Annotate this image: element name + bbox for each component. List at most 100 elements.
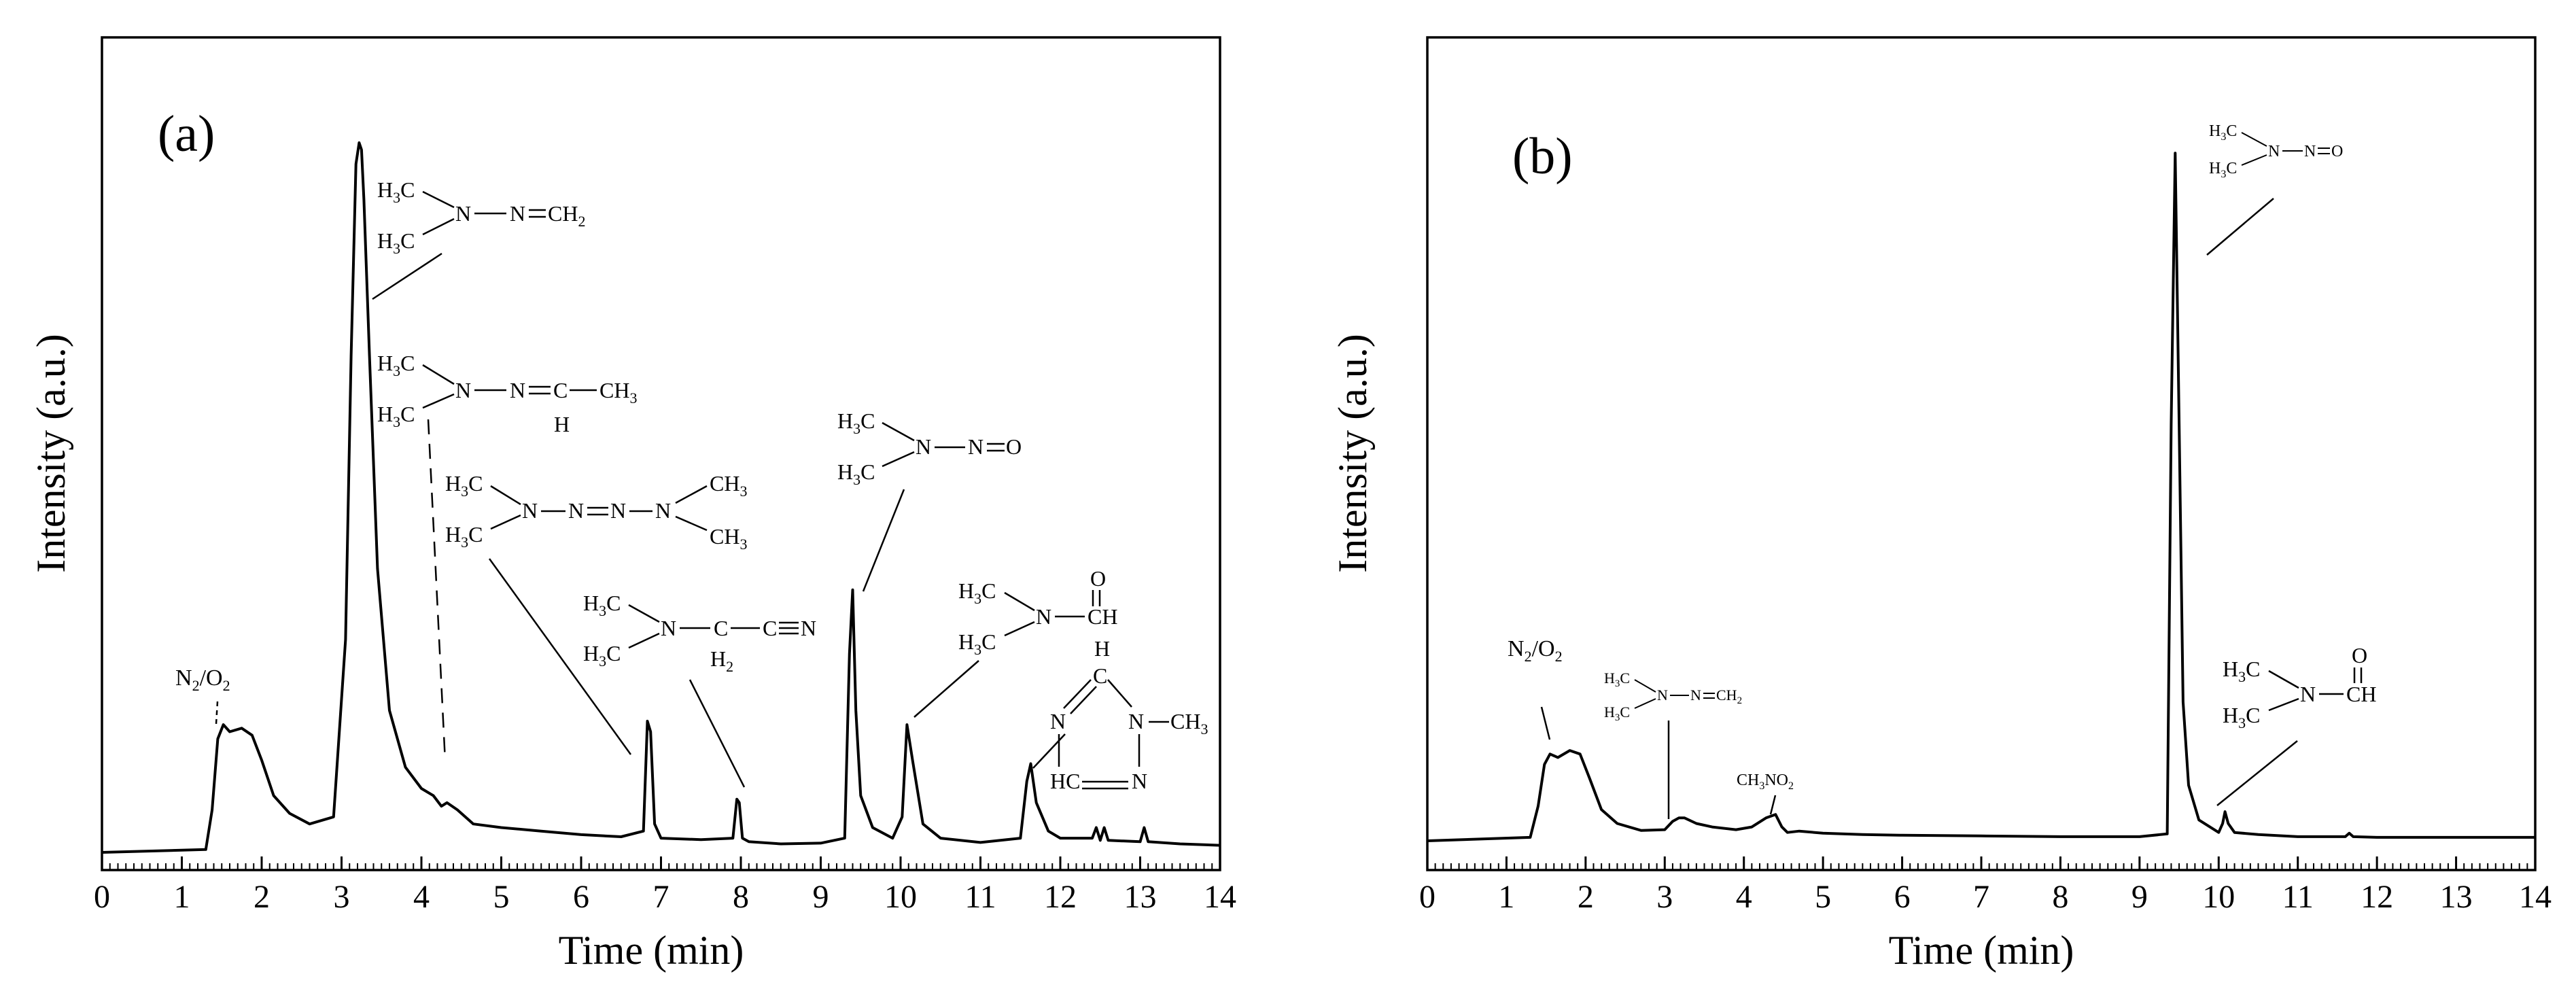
svg-text:N: N: [568, 498, 584, 523]
x-tick-label: 8: [2052, 879, 2068, 915]
svg-text:CH: CH: [1087, 604, 1117, 629]
x-tick-label: 12: [2361, 879, 2393, 915]
svg-text:H: H: [1094, 636, 1110, 661]
svg-text:N: N: [1128, 709, 1144, 733]
panel-b-frame: [1426, 36, 2537, 871]
panel-a-structure-dmf: H3C H3C N CH O H: [958, 566, 1117, 661]
x-tick-label: 12: [1044, 879, 1077, 915]
svg-text:O: O: [2331, 143, 2343, 160]
svg-text:H3C: H3C: [377, 228, 415, 257]
panel-a-structure-tetramethyltetrazene: H3C H3C N N N N CH3 CH3: [445, 471, 747, 553]
svg-text:N: N: [968, 434, 984, 459]
x-tick-label: 8: [733, 879, 749, 915]
x-tick-label: 14: [1204, 879, 1236, 915]
svg-text:N: N: [610, 498, 626, 523]
panel-a: 0 1 2 3 4 5 6 7 8 9 10 11 12 13 14 (a) Time (min) Inte…: [29, 36, 1236, 973]
panel-b-x-axis-title: Time (min): [1889, 928, 2074, 973]
svg-text:O: O: [1090, 566, 1106, 591]
x-tick-label: 2: [254, 879, 270, 915]
panel-b-leader-lines: [1540, 198, 2298, 819]
svg-text:H3C: H3C: [2223, 657, 2260, 685]
svg-text:CH: CH: [2346, 682, 2376, 706]
svg-text:N: N: [661, 616, 676, 640]
svg-text:N: N: [1132, 769, 1147, 793]
svg-text:H3C: H3C: [1604, 704, 1630, 723]
panel-a-structure-ndma: H3C H3C N N O: [837, 409, 1022, 488]
panel-a-structure-dimethylhydrazone-formaldehyde: H3C H3C N N CH2: [377, 177, 585, 257]
svg-text:H3C: H3C: [377, 351, 415, 379]
x-tick-label: 6: [1894, 879, 1911, 915]
x-tick-label: 7: [1973, 879, 1989, 915]
x-tick-label: 13: [1124, 879, 1157, 915]
panel-a-leader-lines: [215, 252, 1066, 788]
x-tick-label: 9: [2131, 879, 2148, 915]
svg-text:H3C: H3C: [583, 641, 621, 670]
x-tick-label: 11: [2282, 879, 2314, 915]
panel-a-x-axis-title: Time (min): [559, 928, 744, 973]
x-tick-label: 3: [1656, 879, 1673, 915]
svg-text:H2: H2: [710, 646, 733, 675]
x-tick-label: 5: [1815, 879, 1831, 915]
panel-b-tick-labels: 0 1 2 3 4 5 6 7 8 9 10 11 12 13 14: [1419, 879, 2552, 915]
svg-text:H3C: H3C: [1604, 670, 1630, 689]
svg-text:H3C: H3C: [377, 177, 415, 206]
svg-text:C: C: [763, 616, 777, 640]
x-tick-label: 1: [1498, 879, 1514, 915]
svg-text:H3C: H3C: [377, 402, 415, 430]
x-tick-label: 10: [884, 879, 917, 915]
panel-b-chromatogram: [1427, 152, 2535, 842]
panel-b-structure-dmf: H3C H3C N CH O: [2223, 643, 2376, 731]
svg-text:HC: HC: [1050, 769, 1080, 793]
x-tick-label: 1: [174, 879, 190, 915]
svg-text:C: C: [553, 378, 568, 402]
panel-a-label: (a): [158, 105, 215, 162]
x-tick-label: 0: [94, 879, 110, 915]
svg-text:C: C: [714, 616, 728, 640]
x-tick-label: 5: [493, 879, 510, 915]
svg-text:H3C: H3C: [2209, 160, 2237, 180]
svg-text:N: N: [655, 498, 671, 523]
panel-b-y-axis-title: Intensity (a.u.): [1330, 334, 1375, 573]
x-tick-label: 10: [2202, 879, 2235, 915]
svg-text:CH3: CH3: [710, 524, 747, 553]
svg-text:H3C: H3C: [958, 629, 996, 658]
svg-text:CH3NO2: CH3NO2: [1737, 771, 1794, 792]
x-tick-label: 6: [573, 879, 589, 915]
svg-text:N: N: [510, 378, 525, 402]
svg-text:N: N: [455, 201, 471, 226]
svg-text:O: O: [2352, 643, 2367, 667]
svg-text:N: N: [801, 616, 816, 640]
panel-b-structure-dimethylhydrazone-formaldehyde: H3C H3C N N CH2: [1604, 670, 1742, 723]
x-tick-label: 11: [964, 879, 996, 915]
svg-text:N: N: [2304, 143, 2316, 160]
x-tick-label: 9: [813, 879, 829, 915]
x-tick-label: 14: [2519, 879, 2552, 915]
x-tick-label: 4: [413, 879, 430, 915]
svg-text:N: N: [916, 434, 931, 459]
svg-text:N: N: [2268, 143, 2280, 160]
svg-text:CH3: CH3: [710, 471, 747, 500]
svg-text:N: N: [1050, 709, 1066, 733]
panel-b-label: (b): [1512, 128, 1573, 185]
x-tick-label: 13: [2440, 879, 2473, 915]
svg-text:N2/O2: N2/O2: [175, 665, 230, 694]
svg-text:N: N: [2300, 682, 2316, 706]
panel-a-structure-dimethylaminoacetonitrile: H3C H3C N C C N H2: [583, 591, 816, 675]
panel-a-tick-labels: 0 1 2 3 4 5 6 7 8 9 10 11 12 13 14: [94, 879, 1236, 915]
panel-a-label-n2-o2: N2/O2: [175, 665, 230, 694]
svg-text:N: N: [510, 201, 525, 226]
panel-a-y-axis-title: Intensity (a.u.): [29, 334, 73, 573]
panel-a-frame: [101, 36, 1221, 871]
svg-text:CH2: CH2: [1716, 687, 1742, 706]
svg-text:N: N: [1657, 687, 1668, 704]
svg-text:CH3: CH3: [599, 378, 637, 406]
svg-text:H3C: H3C: [445, 522, 483, 551]
x-tick-label: 4: [1736, 879, 1752, 915]
x-tick-label: 3: [334, 879, 350, 915]
svg-text:C: C: [1093, 663, 1107, 688]
svg-text:N: N: [455, 378, 471, 402]
svg-text:CH3: CH3: [1170, 709, 1208, 738]
svg-text:N: N: [1690, 687, 1701, 704]
